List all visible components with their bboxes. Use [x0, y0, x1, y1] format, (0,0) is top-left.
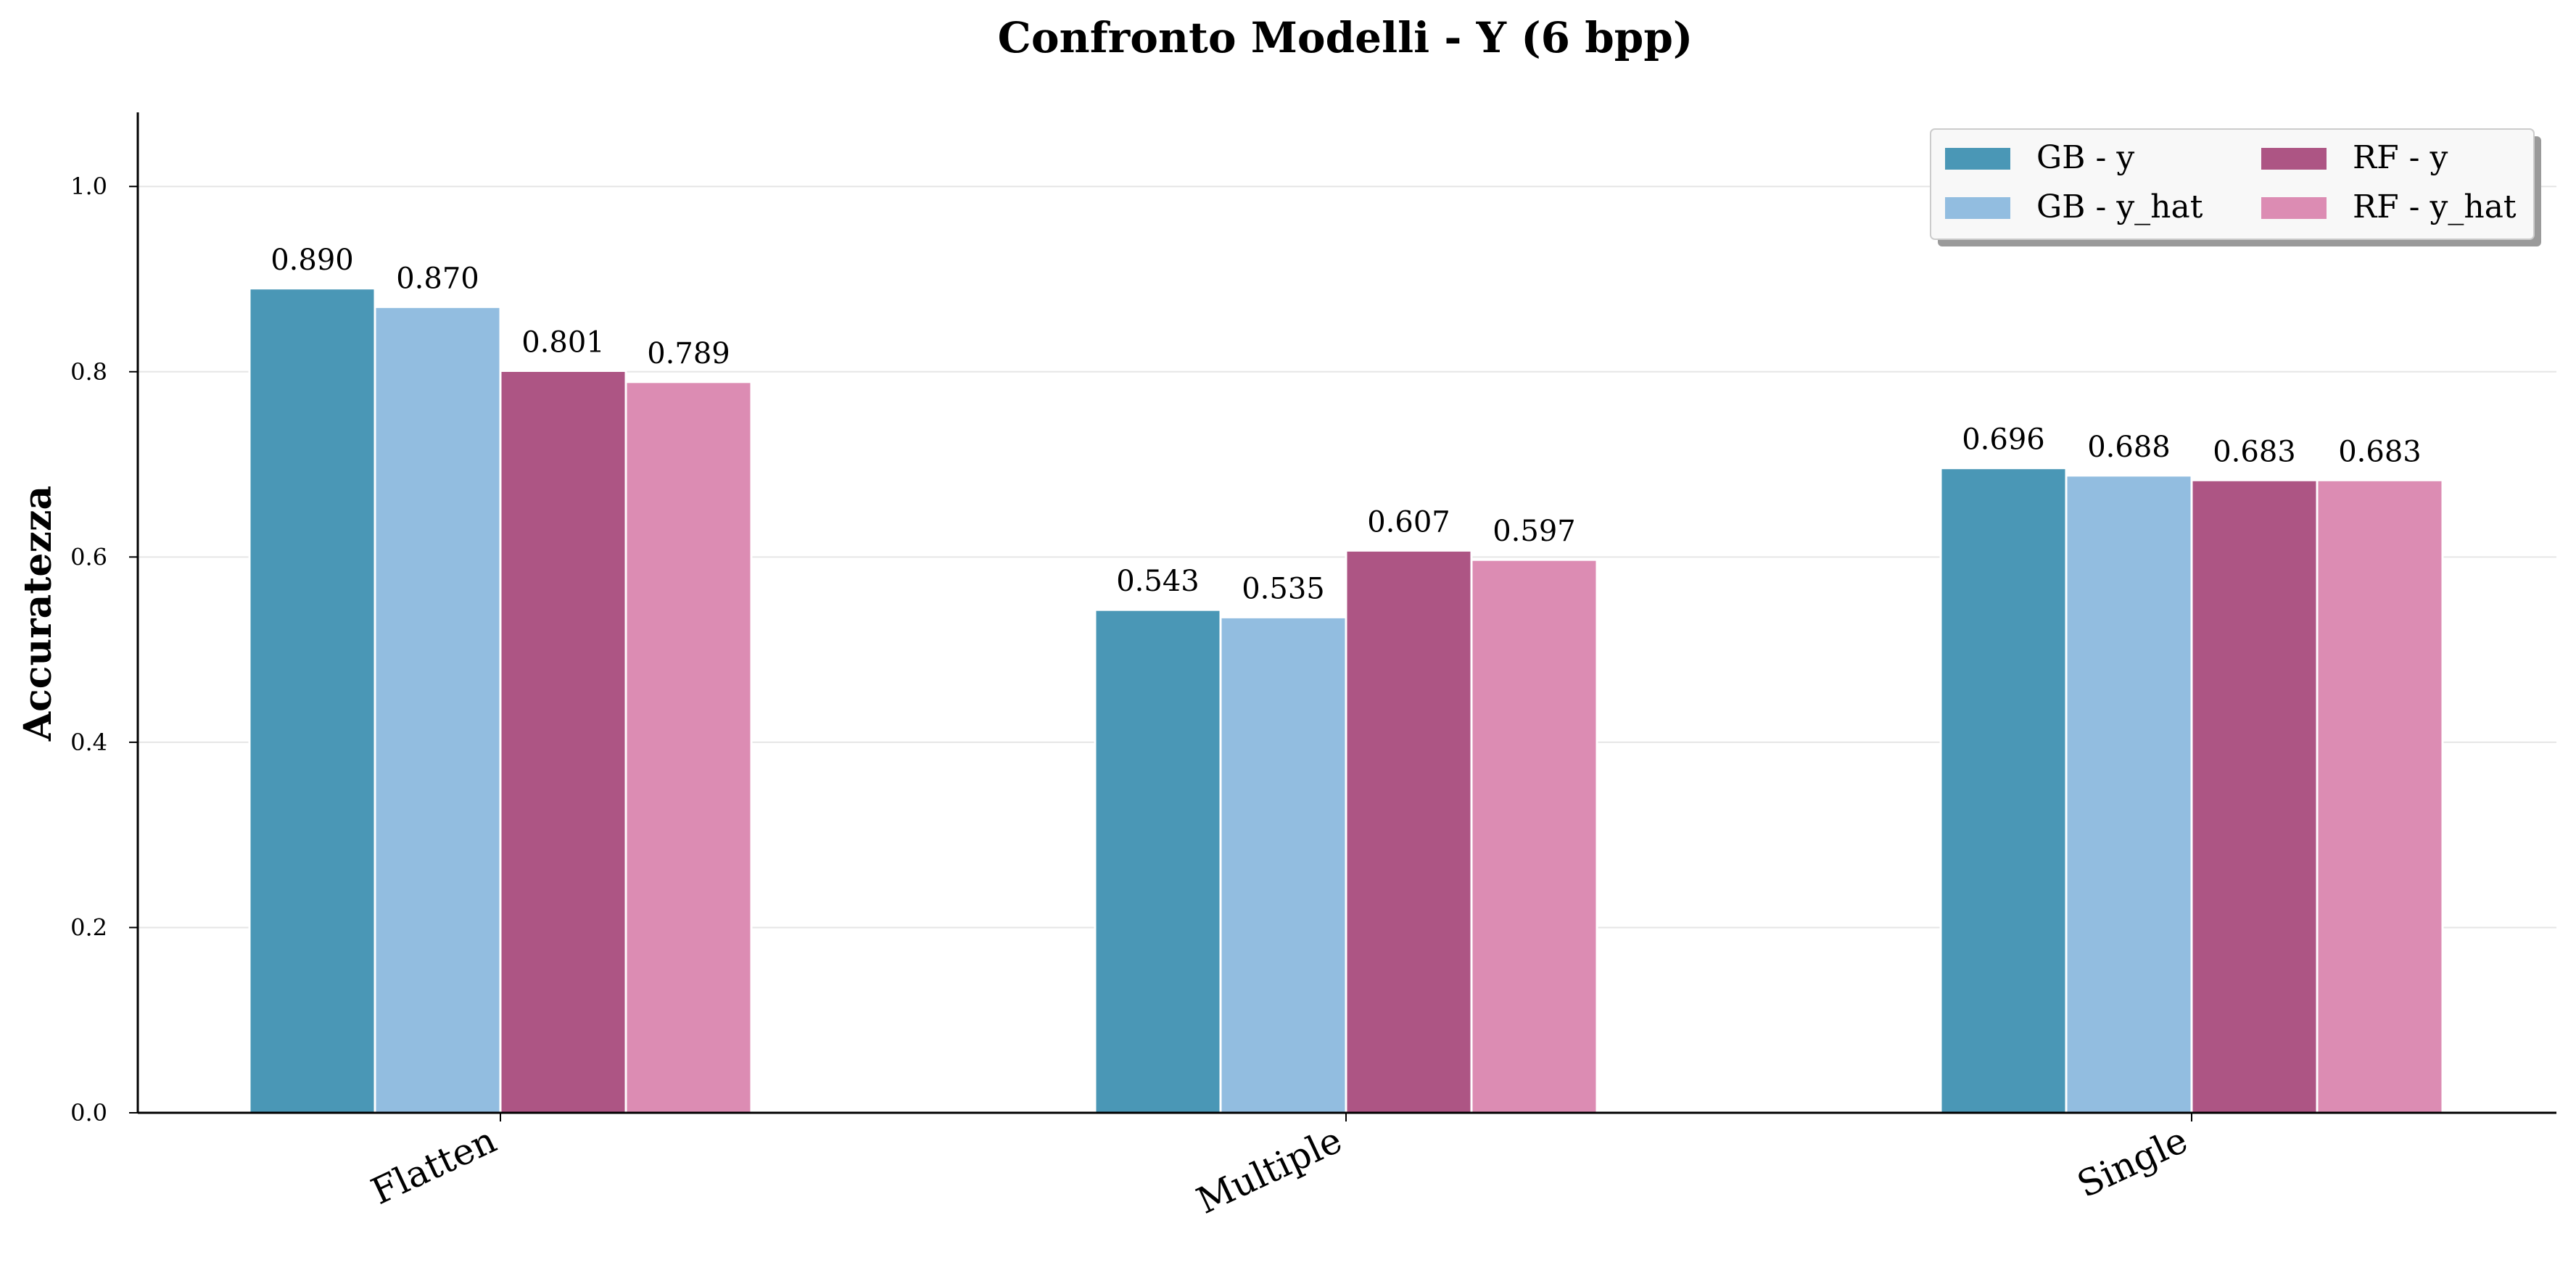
y-tick-label: 0.0 — [70, 1099, 107, 1127]
data-label: 0.870 — [396, 262, 479, 295]
bar — [1219, 615, 1347, 1114]
x-tick-label: Multiple — [1190, 1119, 1348, 1222]
legend-box — [1930, 128, 2535, 240]
data-label: 0.688 — [2087, 431, 2171, 464]
x-tick-label: Single — [2071, 1119, 2195, 1206]
y-tick-label: 0.6 — [70, 543, 107, 571]
legend-swatch — [2261, 197, 2327, 219]
legend-label: GB - y — [2036, 139, 2134, 176]
data-label: 0.683 — [2338, 435, 2422, 468]
legend-swatch — [2261, 148, 2327, 170]
y-axis-label: Accuratezza — [16, 486, 60, 742]
legend: GB - y GB - y_hat RF - y RF - y_hat — [1930, 128, 2541, 246]
legend-label: RF - y — [2353, 139, 2448, 176]
y-tick-label: 1.0 — [70, 173, 107, 200]
legend-label: GB - y_hat — [2036, 188, 2203, 225]
y-tick-label: 0.2 — [70, 913, 107, 941]
legend-swatch — [1945, 148, 2010, 170]
data-label: 0.607 — [1367, 505, 1450, 539]
x-tick-label: Flatten — [365, 1119, 503, 1213]
bar — [499, 370, 627, 1114]
bar — [2316, 478, 2444, 1114]
axes — [136, 112, 2556, 1114]
y-tick-label: 0.4 — [70, 729, 107, 756]
data-label: 0.597 — [1493, 515, 1576, 548]
data-label: 0.696 — [1962, 423, 2045, 457]
legend-label: RF - y_hat — [2353, 188, 2517, 225]
bar — [2190, 478, 2319, 1114]
bar — [248, 287, 376, 1114]
data-label: 0.801 — [521, 326, 605, 360]
bar — [624, 381, 753, 1114]
bar — [1345, 549, 1473, 1114]
chart-title: Confronto Modelli - Y (6 bpp) — [998, 13, 1693, 62]
data-label: 0.535 — [1242, 572, 1325, 605]
bar — [1939, 467, 2068, 1114]
data-label: 0.683 — [2213, 435, 2296, 468]
legend-swatch — [1945, 197, 2010, 219]
bar — [1470, 558, 1598, 1114]
bar — [373, 305, 502, 1114]
bar — [2065, 474, 2193, 1114]
data-label: 0.543 — [1116, 565, 1200, 598]
bars: 0.890 0.543 0.696 0.870 0.535 0.688 0.801 0.607… — [248, 244, 2444, 1114]
y-tick-label: 0.8 — [70, 358, 107, 386]
data-label: 0.890 — [271, 244, 354, 277]
data-label: 0.789 — [647, 337, 730, 370]
bar — [1094, 608, 1222, 1114]
